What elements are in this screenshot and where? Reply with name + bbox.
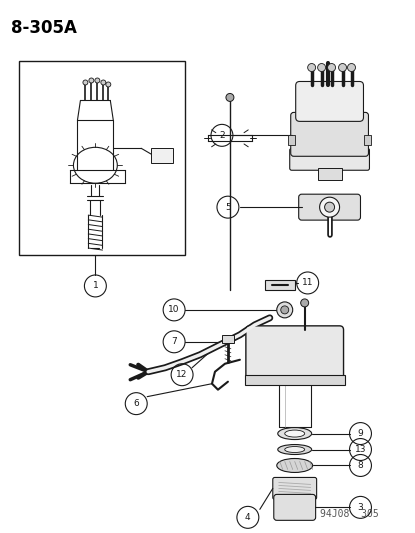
- Text: 6: 6: [133, 399, 139, 408]
- Bar: [265, 280, 295, 290]
- FancyBboxPatch shape: [273, 478, 317, 499]
- Text: 9: 9: [358, 429, 364, 438]
- FancyBboxPatch shape: [274, 495, 316, 520]
- Text: 4: 4: [245, 513, 251, 522]
- Text: 12: 12: [176, 370, 188, 379]
- Circle shape: [83, 80, 88, 85]
- Circle shape: [308, 63, 316, 71]
- Text: 10: 10: [168, 305, 180, 314]
- Ellipse shape: [278, 445, 312, 455]
- Bar: [222, 335, 234, 343]
- Circle shape: [106, 82, 111, 87]
- Circle shape: [281, 306, 289, 314]
- Ellipse shape: [278, 427, 312, 440]
- Circle shape: [95, 78, 100, 83]
- Text: 8: 8: [358, 461, 364, 470]
- Circle shape: [89, 78, 94, 83]
- Circle shape: [347, 63, 356, 71]
- Circle shape: [317, 63, 326, 71]
- Ellipse shape: [285, 430, 305, 437]
- Text: 8-305A: 8-305A: [11, 19, 76, 37]
- Circle shape: [327, 63, 336, 71]
- FancyBboxPatch shape: [246, 326, 344, 384]
- Bar: [317, 168, 342, 180]
- Bar: [364, 135, 371, 146]
- Ellipse shape: [285, 447, 305, 453]
- Circle shape: [339, 63, 347, 71]
- FancyBboxPatch shape: [296, 82, 364, 122]
- Text: 5: 5: [225, 203, 231, 212]
- Circle shape: [301, 299, 309, 307]
- Circle shape: [320, 197, 339, 217]
- Text: 7: 7: [171, 337, 177, 346]
- Circle shape: [325, 202, 334, 212]
- Ellipse shape: [277, 458, 312, 472]
- Text: 1: 1: [93, 281, 98, 290]
- FancyBboxPatch shape: [291, 112, 369, 156]
- Circle shape: [226, 93, 234, 101]
- Text: 11: 11: [302, 278, 313, 287]
- Text: 3: 3: [358, 503, 364, 512]
- Text: 94J08  305: 94J08 305: [320, 510, 378, 519]
- Text: 13: 13: [355, 445, 366, 454]
- Bar: [288, 135, 295, 146]
- FancyBboxPatch shape: [299, 194, 361, 220]
- Circle shape: [101, 80, 106, 85]
- Text: 2: 2: [219, 131, 225, 140]
- Circle shape: [277, 302, 293, 318]
- Bar: [151, 148, 173, 163]
- FancyBboxPatch shape: [290, 148, 369, 170]
- Bar: [245, 375, 344, 385]
- Bar: [19, 61, 185, 255]
